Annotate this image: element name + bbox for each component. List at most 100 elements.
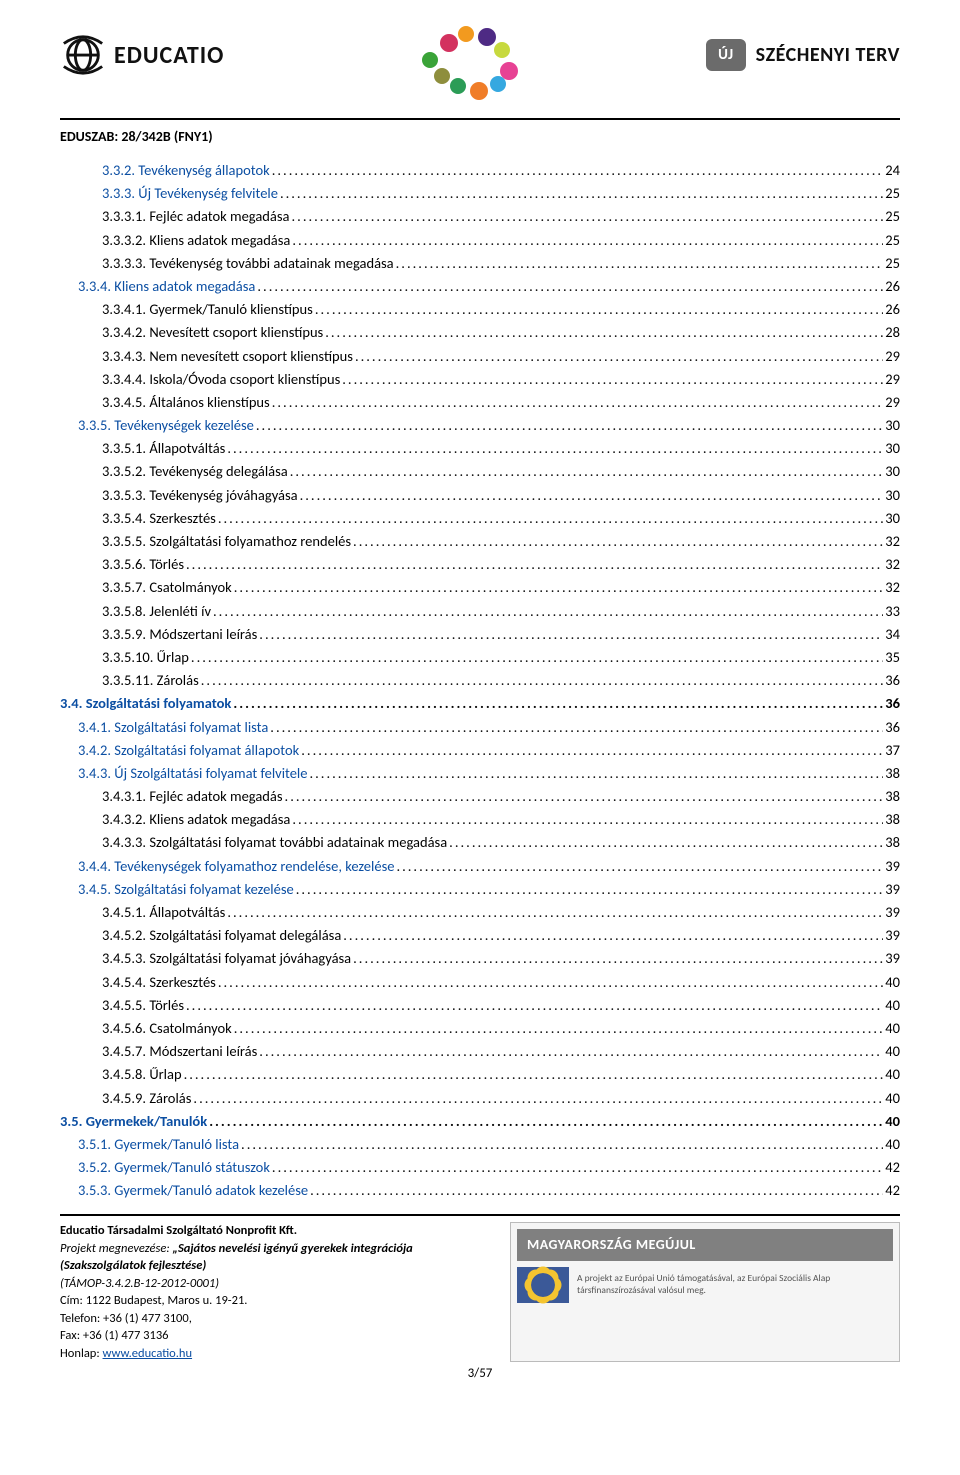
toc-label: 3.4.3.3. Szolgáltatási folyamat további … xyxy=(102,831,447,854)
toc-link[interactable]: 3.5.2. Gyermek/Tanuló státuszok xyxy=(78,1158,270,1176)
toc-page: 40 xyxy=(885,1087,900,1110)
toc-label: 3.3.3.3. Tevékenység további adatainak m… xyxy=(102,252,394,275)
toc-page: 38 xyxy=(885,762,900,785)
toc-label: 3.4.5.5. Törlés xyxy=(102,994,184,1017)
toc-link[interactable]: 3.5.3. Gyermek/Tanuló adatok kezelése xyxy=(78,1181,308,1199)
toc-leader xyxy=(272,159,884,182)
toc-leader xyxy=(193,1087,883,1110)
toc-page: 38 xyxy=(885,831,900,854)
toc-link[interactable]: 3.4.5. Szolgáltatási folyamat kezelése xyxy=(78,880,294,898)
toc-link[interactable]: 3.3.4. Kliens adatok megadása xyxy=(78,277,255,295)
toc-row: 3.3.5.8. Jelenléti ív33 xyxy=(102,600,900,623)
toc-leader xyxy=(396,252,884,275)
toc-row: 3.5.2. Gyermek/Tanuló státuszok42 xyxy=(78,1156,900,1179)
toc-leader xyxy=(184,1063,884,1086)
toc-label: 3.4.3.1. Fejléc adatok megadás xyxy=(102,785,283,808)
toc-row: 3.3.3.3. Tevékenység további adatainak m… xyxy=(102,252,900,275)
footer-address: Cím: 1122 Budapest, Maros u. 19-21. xyxy=(60,1292,496,1310)
toc-label: 3.4.5.1. Állapotváltás xyxy=(102,901,225,924)
toc-page: 30 xyxy=(885,484,900,507)
toc-row: 3.3.5.5. Szolgáltatási folyamathoz rende… xyxy=(102,530,900,553)
toc-link[interactable]: 3.4.2. Szolgáltatási folyamat állapotok xyxy=(78,741,299,759)
toc-page: 36 xyxy=(885,716,900,739)
educatio-globe-icon xyxy=(60,32,106,78)
toc-page: 40 xyxy=(885,971,900,994)
logo-dot xyxy=(450,78,466,94)
toc-link[interactable]: 3.3.5. Tevékenységek kezelése xyxy=(78,416,254,434)
toc-row: 3.3.3.2. Kliens adatok megadása25 xyxy=(102,229,900,252)
toc-page: 32 xyxy=(885,576,900,599)
toc-link[interactable]: 3.4.4. Tevékenységek folyamathoz rendelé… xyxy=(78,857,394,875)
toc-link[interactable]: 3.5. Gyermekek/Tanulók xyxy=(60,1112,207,1130)
toc-row: 3.3.5.11. Zárolás36 xyxy=(102,669,900,692)
toc-page: 32 xyxy=(885,553,900,576)
toc-page: 40 xyxy=(885,1110,900,1133)
toc-link[interactable]: 3.4. Szolgáltatási folyamatok xyxy=(60,694,231,712)
toc-page: 40 xyxy=(885,1133,900,1156)
toc-row: 3.3.5.3. Tevékenység jóváhagyása30 xyxy=(102,484,900,507)
toc-row: 3.3.4.4. Iskola/Óvoda csoport klienstípu… xyxy=(102,368,900,391)
toc-page: 39 xyxy=(885,924,900,947)
toc-page: 42 xyxy=(885,1179,900,1202)
logo-dot xyxy=(478,28,496,46)
toc-leader xyxy=(227,437,883,460)
toc-leader xyxy=(270,716,883,739)
toc-label: 3.3.4.5. Általános klienstípus xyxy=(102,391,270,414)
educatio-wordmark: EDUCATIO xyxy=(114,41,224,70)
toc-label: 3.3.5.8. Jelenléti ív xyxy=(102,600,211,623)
toc-page: 32 xyxy=(885,530,900,553)
toc-leader xyxy=(272,391,884,414)
footer-web-link[interactable]: www.educatio.hu xyxy=(103,1346,193,1361)
toc-label: 3.3.4.1. Gyermek/Tanuló klienstípus xyxy=(102,298,313,321)
footer-company: Educatio Társadalmi Szolgáltató Nonprofi… xyxy=(60,1223,297,1238)
toc-row: 3.4.5.6. Csatolmányok40 xyxy=(102,1017,900,1040)
logo-dot xyxy=(470,82,488,100)
toc-page: 26 xyxy=(885,275,900,298)
toc-page: 39 xyxy=(885,947,900,970)
toc-label: 3.3.5.5. Szolgáltatási folyamathoz rende… xyxy=(102,530,351,553)
toc-leader xyxy=(292,229,883,252)
toc-link[interactable]: 3.3.2. Tevékenység állapotok xyxy=(102,161,270,179)
toc-label: 3.4.5.4. Szerkesztés xyxy=(102,971,216,994)
toc-leader xyxy=(234,1017,884,1040)
toc-leader xyxy=(310,1179,883,1202)
toc-row: 3.5.1. Gyermek/Tanuló lista 40 xyxy=(78,1133,900,1156)
toc-link[interactable]: 3.4.1. Szolgáltatási folyamat lista xyxy=(78,718,268,736)
toc-page: 28 xyxy=(885,321,900,344)
footer-left: Educatio Társadalmi Szolgáltató Nonprofi… xyxy=(60,1222,496,1362)
toc-label: 3.3.5.1. Állapotváltás xyxy=(102,437,225,460)
logo-szechenyi: ÚJ SZÉCHENYI TERV xyxy=(706,39,900,71)
toc-label: 3.4.5.8. Űrlap xyxy=(102,1063,182,1086)
header-logos: EDUCATIO ÚJ SZÉCHENYI TERV xyxy=(60,20,900,118)
toc-row: 3.4.2. Szolgáltatási folyamat állapotok3… xyxy=(78,739,900,762)
toc-page: 29 xyxy=(885,345,900,368)
logo-educatio: EDUCATIO xyxy=(60,32,224,78)
toc-row: 3.4. Szolgáltatási folyamatok36 xyxy=(60,692,900,715)
toc-link[interactable]: 3.3.3. Új Tevékenység felvitele xyxy=(102,184,278,202)
toc-page: 39 xyxy=(885,901,900,924)
toc-leader xyxy=(449,831,883,854)
toc-link[interactable]: 3.4.3. Új Szolgáltatási folyamat felvite… xyxy=(78,764,307,782)
toc-row: 3.4.3.2. Kliens adatok megadása38 xyxy=(102,808,900,831)
toc-row: 3.3.2. Tevékenység állapotok24 xyxy=(102,159,900,182)
toc-page: 30 xyxy=(885,507,900,530)
toc-row: 3.3.5. Tevékenységek kezelése30 xyxy=(78,414,900,437)
toc-page: 40 xyxy=(885,1040,900,1063)
toc-row: 3.3.4.2. Nevesített csoport klienstípus2… xyxy=(102,321,900,344)
toc-page: 36 xyxy=(885,669,900,692)
footer-right-box: MAGYARORSZÁG MEGÚJUL A projekt az Európa… xyxy=(510,1222,900,1362)
toc-leader xyxy=(233,692,883,715)
toc-label: 3.4.5.2. Szolgáltatási folyamat delegálá… xyxy=(102,924,341,947)
footer-fax: Fax: +36 (1) 477 3136 xyxy=(60,1327,496,1345)
toc-page: 38 xyxy=(885,808,900,831)
toc-label: 3.3.3.2. Kliens adatok megadása xyxy=(102,229,290,252)
logo-dot xyxy=(494,42,510,58)
toc-label: 3.3.4.3. Nem nevesített csoport klienstí… xyxy=(102,345,353,368)
toc-link[interactable]: 3.5.1. Gyermek/Tanuló lista xyxy=(78,1135,239,1153)
toc-page: 40 xyxy=(885,994,900,1017)
divider-bottom xyxy=(60,1214,900,1216)
toc-label: 3.4.5.7. Módszertani leírás xyxy=(102,1040,257,1063)
page-container: EDUCATIO ÚJ SZÉCHENYI TERV EDUSZAB: 28/3… xyxy=(0,0,960,1475)
toc-page: 34 xyxy=(885,623,900,646)
toc-page: 26 xyxy=(885,298,900,321)
